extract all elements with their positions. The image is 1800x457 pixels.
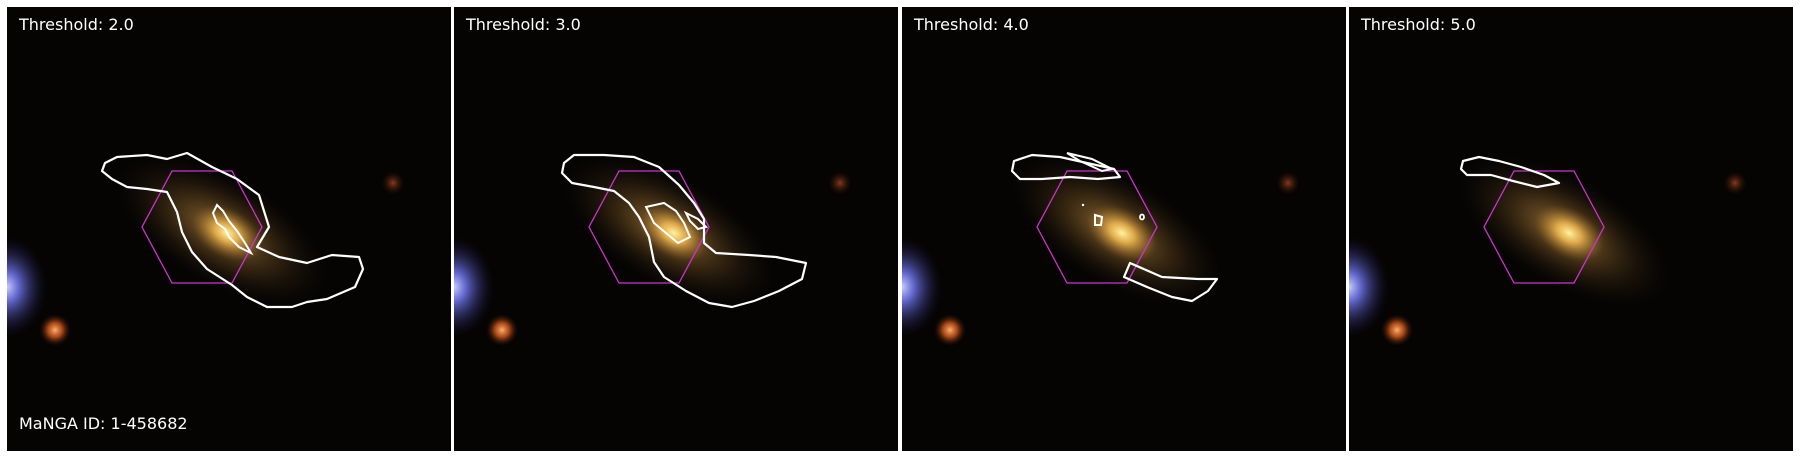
red-star	[486, 314, 518, 346]
contour-inner	[211, 203, 254, 256]
contour-dot	[1139, 213, 1145, 221]
image-panel-threshold-4: Threshold: 4.0	[902, 7, 1346, 451]
threshold-label: Threshold: 2.0	[19, 15, 134, 34]
contour-outline-upper	[1066, 152, 1116, 173]
ifu-hexagon	[141, 170, 263, 284]
contour-inner-small	[683, 210, 708, 231]
bright-star	[1349, 237, 1389, 337]
image-panel-threshold-5: Threshold: 5.0	[1349, 7, 1793, 451]
galaxy-image	[454, 7, 898, 451]
image-panel-threshold-2: Threshold: 2.0 MaNGA ID: 1-458682	[7, 7, 451, 451]
faint-source	[828, 171, 852, 195]
galaxy-core	[1533, 204, 1605, 262]
bright-star	[902, 237, 942, 337]
red-star	[39, 314, 71, 346]
galaxy-id-label: MaNGA ID: 1-458682	[19, 414, 188, 433]
threshold-label: Threshold: 3.0	[466, 15, 581, 34]
galaxy-core	[638, 204, 710, 262]
red-star	[1381, 314, 1413, 346]
ifu-hexagon	[1483, 170, 1605, 284]
faint-source	[1723, 171, 1747, 195]
contour-outline	[560, 153, 808, 309]
image-panel-threshold-3: Threshold: 3.0	[454, 7, 898, 451]
contour-dot	[1081, 203, 1085, 207]
galaxy-image	[7, 7, 451, 451]
red-star	[934, 314, 966, 346]
threshold-label: Threshold: 5.0	[1361, 15, 1476, 34]
contour-outline	[1459, 155, 1561, 189]
faint-source	[1276, 171, 1300, 195]
faint-source	[381, 171, 405, 195]
contour-inner	[1094, 213, 1104, 226]
ifu-hexagon	[1036, 170, 1158, 284]
galaxy-image	[1349, 7, 1793, 451]
ifu-hexagon	[588, 170, 710, 284]
contour-outline	[1010, 153, 1122, 181]
contour-outline	[100, 151, 365, 309]
bright-star	[7, 237, 47, 337]
contour-inner	[644, 201, 692, 245]
threshold-label: Threshold: 4.0	[914, 15, 1029, 34]
bright-star	[454, 237, 494, 337]
galaxy-image	[902, 7, 1346, 451]
contour-outline-lower	[1122, 261, 1219, 303]
